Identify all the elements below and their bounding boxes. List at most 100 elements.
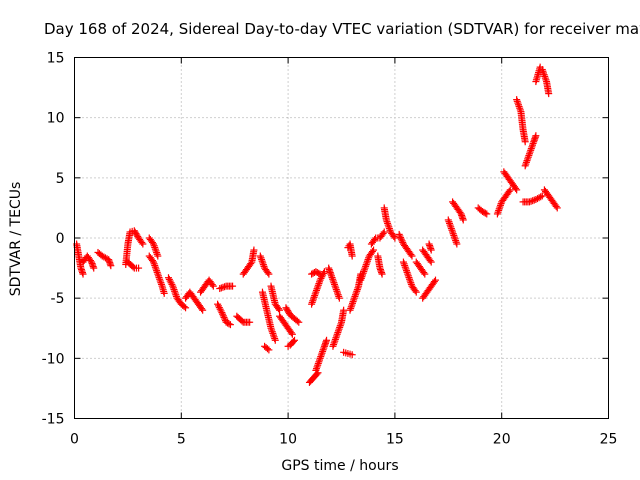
data-point-marker bbox=[293, 317, 301, 325]
data-point-marker bbox=[362, 262, 370, 270]
data-point-marker bbox=[404, 270, 412, 278]
data-point-marker bbox=[371, 236, 379, 244]
data-point-marker bbox=[263, 345, 271, 353]
data-point-marker bbox=[348, 301, 356, 309]
data-point-marker bbox=[312, 288, 320, 296]
data-point-marker bbox=[363, 257, 371, 265]
data-point-marker bbox=[493, 210, 501, 218]
data-point-marker bbox=[403, 268, 411, 276]
data-point-marker bbox=[199, 306, 207, 314]
data-point-marker bbox=[311, 290, 319, 298]
data-point-marker bbox=[400, 260, 408, 268]
data-point-marker bbox=[506, 186, 514, 194]
data-point-marker bbox=[386, 226, 394, 234]
data-point-marker bbox=[226, 321, 234, 329]
data-point-marker bbox=[459, 216, 467, 224]
data-point-marker bbox=[258, 255, 266, 263]
data-point-marker bbox=[359, 269, 367, 277]
data-point-marker bbox=[152, 247, 160, 255]
data-point-marker bbox=[505, 187, 513, 195]
data-point-marker bbox=[347, 304, 355, 312]
data-point-marker bbox=[350, 296, 358, 304]
data-point-marker bbox=[316, 276, 324, 284]
data-point-marker bbox=[496, 203, 504, 211]
data-point-marker bbox=[334, 327, 342, 335]
data-point-marker bbox=[156, 275, 164, 283]
data-point-marker bbox=[214, 300, 222, 308]
data-point-marker bbox=[378, 270, 386, 278]
data-point-marker bbox=[333, 330, 341, 338]
data-point-marker bbox=[312, 366, 320, 374]
y-tick-label: 10 bbox=[47, 111, 65, 127]
data-point-marker bbox=[397, 235, 405, 243]
data-point-marker bbox=[167, 279, 175, 287]
data-point-marker bbox=[312, 365, 320, 373]
data-point-marker bbox=[350, 294, 358, 302]
data-point-marker bbox=[401, 263, 409, 271]
data-point-marker bbox=[447, 225, 455, 233]
data-point-marker bbox=[347, 303, 355, 311]
data-point-marker bbox=[527, 197, 535, 205]
data-point-marker bbox=[333, 287, 341, 295]
data-point-marker bbox=[265, 270, 273, 278]
data-point-marker bbox=[448, 226, 456, 234]
data-point-marker bbox=[335, 294, 343, 302]
data-point-marker bbox=[271, 335, 279, 343]
data-point-marker bbox=[172, 291, 180, 299]
data-point-marker bbox=[334, 291, 342, 299]
data-point-marker bbox=[431, 276, 439, 284]
x-tick-label: 0 bbox=[70, 432, 79, 448]
data-point-marker bbox=[327, 270, 335, 278]
data-point-marker bbox=[385, 225, 393, 233]
y-axis-label: SDTVAR / TECUs bbox=[8, 182, 24, 297]
data-point-marker bbox=[456, 208, 464, 216]
data-point-marker bbox=[316, 354, 324, 362]
data-point-marker bbox=[87, 257, 95, 265]
data-point-marker bbox=[257, 254, 265, 262]
data-point-marker bbox=[446, 221, 454, 229]
data-point-marker bbox=[216, 285, 224, 293]
data-point-marker bbox=[360, 266, 368, 274]
data-point-marker bbox=[314, 283, 322, 291]
data-point-marker bbox=[331, 282, 339, 290]
data-point-marker bbox=[333, 332, 341, 340]
data-point-marker bbox=[180, 303, 188, 311]
data-point-marker bbox=[399, 258, 407, 266]
data-point-marker bbox=[217, 307, 225, 315]
data-point-marker bbox=[452, 238, 460, 246]
data-point-marker bbox=[268, 326, 276, 334]
data-point-marker bbox=[530, 196, 538, 204]
data-point-marker bbox=[139, 240, 147, 248]
data-point-marker bbox=[274, 305, 282, 313]
data-point-marker bbox=[182, 304, 190, 312]
data-points bbox=[73, 63, 561, 386]
data-point-marker bbox=[316, 270, 324, 278]
data-point-marker bbox=[357, 276, 365, 284]
data-point-marker bbox=[329, 277, 337, 285]
data-point-marker bbox=[152, 265, 160, 273]
data-point-marker bbox=[446, 219, 454, 227]
data-point-marker bbox=[406, 277, 414, 285]
data-point-marker bbox=[153, 268, 161, 276]
data-point-marker bbox=[308, 298, 316, 306]
data-point-marker bbox=[496, 201, 504, 209]
data-point-marker bbox=[537, 193, 545, 201]
data-point-marker bbox=[319, 347, 327, 355]
data-point-marker bbox=[313, 285, 321, 293]
data-point-marker bbox=[525, 198, 533, 206]
data-point-marker bbox=[148, 257, 156, 265]
data-point-marker bbox=[384, 219, 392, 227]
data-point-marker bbox=[309, 297, 317, 305]
data-point-marker bbox=[260, 262, 268, 270]
data-point-marker bbox=[380, 228, 388, 236]
x-tick-labels: 0 5 10 15 20 25 bbox=[70, 432, 617, 448]
x-tick-label: 5 bbox=[177, 432, 186, 448]
data-point-marker bbox=[170, 286, 178, 294]
data-point-marker bbox=[553, 204, 561, 212]
data-point-marker bbox=[525, 151, 533, 159]
data-point-marker bbox=[360, 268, 368, 276]
data-point-marker bbox=[330, 339, 338, 347]
data-point-marker bbox=[153, 249, 161, 257]
data-point-marker bbox=[526, 148, 534, 156]
data-point-marker bbox=[538, 192, 546, 200]
